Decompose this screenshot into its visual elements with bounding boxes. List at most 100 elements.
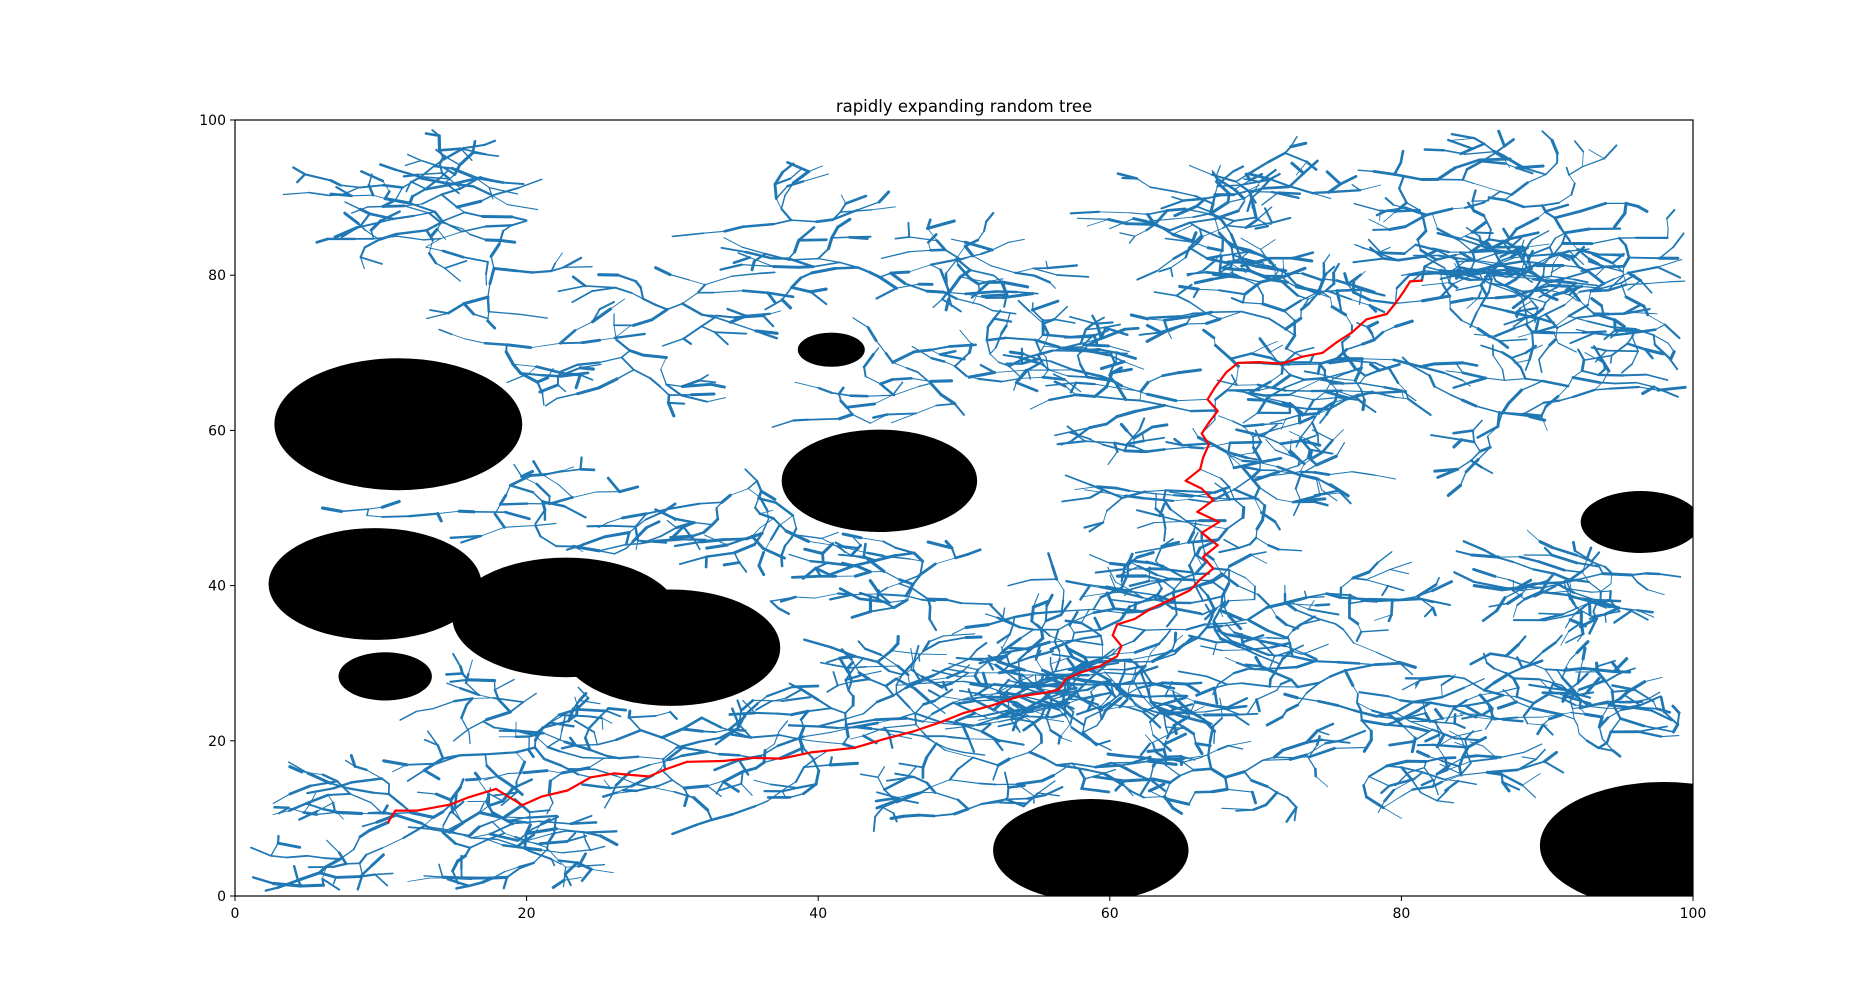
tree-branch <box>1161 565 1186 579</box>
tree-branch <box>320 506 344 513</box>
tree-branch <box>1000 324 1008 335</box>
tree-branch <box>1521 773 1541 786</box>
tree-branch <box>844 674 862 682</box>
path-segment <box>1064 671 1082 680</box>
tree-branch <box>1547 693 1564 700</box>
tree-branch <box>1295 285 1324 294</box>
tree-branch <box>1185 322 1208 325</box>
tree-branch <box>868 678 887 687</box>
tree-branch <box>418 175 451 180</box>
tree-branch <box>1558 194 1572 204</box>
tree-branch <box>1351 290 1372 302</box>
tree-branch <box>660 759 668 770</box>
tree-branch <box>1214 218 1220 234</box>
tree-branch <box>1292 405 1301 416</box>
tree-branch <box>601 717 613 724</box>
tree-branch <box>817 698 833 710</box>
tree-branch <box>704 275 733 286</box>
tree-branch <box>977 280 992 286</box>
tree-branch <box>1095 739 1111 746</box>
tree-branch <box>478 820 494 828</box>
tree-branch <box>655 711 671 717</box>
tree-branch <box>802 173 829 182</box>
tree-branch <box>1132 425 1154 440</box>
tree-branch <box>1052 373 1066 381</box>
tree-branch <box>955 257 972 272</box>
tree-branch <box>875 340 887 354</box>
tree-branch <box>615 785 632 794</box>
tree-branch <box>1048 639 1073 643</box>
tree-branch <box>926 540 954 550</box>
tree-branch <box>1497 268 1524 271</box>
tree-branch <box>1327 189 1362 194</box>
tree-branch <box>953 365 968 378</box>
tree-branch <box>1081 697 1101 711</box>
tree-branch <box>1601 704 1610 718</box>
tree-branch <box>1671 704 1681 715</box>
tree-branch <box>437 510 460 515</box>
tree-branch <box>1188 301 1207 314</box>
tree-branch <box>1406 590 1434 601</box>
tree-branch <box>1261 185 1291 190</box>
tree-branch <box>1523 590 1543 601</box>
tree-branch <box>1552 572 1570 581</box>
tree-branch <box>1361 338 1376 346</box>
tree-branch <box>1123 664 1147 671</box>
tree-branch <box>1485 718 1493 730</box>
tree-branch <box>1431 743 1466 749</box>
path-segment <box>1111 623 1119 637</box>
tree-branch <box>1493 150 1506 159</box>
tree-branch <box>1061 608 1095 612</box>
tree-branch <box>533 848 548 864</box>
tree-branch <box>641 353 668 360</box>
tree-branch <box>1154 493 1157 510</box>
tree-branch <box>915 405 937 414</box>
tree-branch <box>1131 755 1152 764</box>
tree-branch <box>603 795 613 809</box>
tree-branch <box>1431 247 1451 254</box>
tree-branch <box>942 722 964 726</box>
tree-branch <box>1051 564 1059 581</box>
tree-branch <box>1360 629 1389 633</box>
tree-branch <box>1149 186 1178 193</box>
tree-branch <box>559 730 563 740</box>
tree-branch <box>1471 142 1486 150</box>
tree-branch <box>1249 551 1267 556</box>
tree-branch <box>1049 635 1063 642</box>
tree-branch <box>585 830 618 834</box>
tree-branch <box>1588 149 1605 160</box>
tree-branch <box>428 251 437 265</box>
tree-branch <box>1441 686 1466 699</box>
tree-branch <box>1255 689 1278 701</box>
tree-branch <box>910 660 914 671</box>
tree-branch <box>1353 284 1376 294</box>
tree-branch <box>1617 236 1627 247</box>
tree-branch <box>963 244 975 258</box>
tree-branch <box>1480 466 1494 474</box>
tree-branch <box>787 724 820 728</box>
tree-branch <box>1573 278 1589 284</box>
tree-branch <box>1416 238 1422 252</box>
tree-branch <box>1250 468 1262 479</box>
tree-branch <box>1401 356 1412 367</box>
path-segment <box>1200 421 1211 435</box>
path-segment <box>1184 468 1202 482</box>
tree-branch <box>853 537 862 546</box>
tree-branch <box>1003 293 1008 308</box>
tree-branch <box>601 717 604 730</box>
tree-branch <box>1502 155 1526 170</box>
tree-branch <box>1470 220 1488 234</box>
tree-branch <box>883 777 908 791</box>
tree-branch <box>1297 457 1309 467</box>
tree-branch <box>421 193 443 205</box>
tree-branch <box>1347 359 1377 364</box>
tree-branch <box>1171 232 1193 243</box>
tree-branch <box>928 779 951 789</box>
tree-branch <box>1160 681 1188 686</box>
tree-branch <box>1356 702 1373 711</box>
tree-branch <box>1146 209 1168 216</box>
tree-branch <box>973 674 982 686</box>
tree-branch <box>1493 326 1517 338</box>
tree-branch <box>459 175 482 190</box>
tree-branch <box>992 317 1013 323</box>
